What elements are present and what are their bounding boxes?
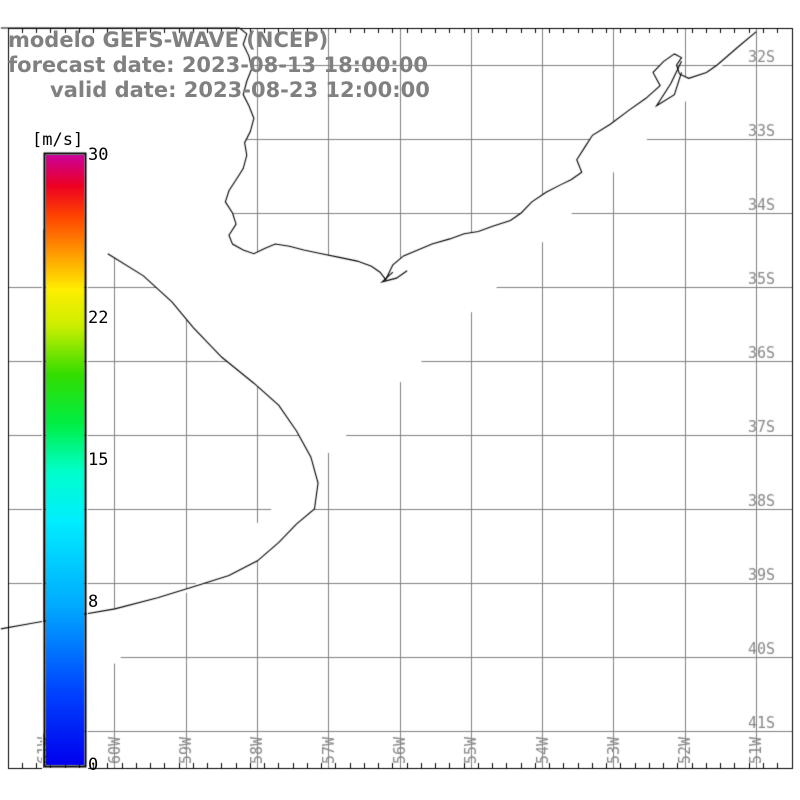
forecast-date-label: forecast date: 2023-08-13 18:00:00 xyxy=(8,53,428,77)
colorbar-unit-label: [m/s] xyxy=(30,130,86,150)
valid-date-label: valid date: 2023-08-23 12:00:00 xyxy=(50,78,430,102)
map-title-block: modelo GEFS-WAVE (NCEP) forecast date: 2… xyxy=(8,28,430,103)
colorbar-tick-30: 30 xyxy=(88,145,109,165)
model-title: modelo GEFS-WAVE (NCEP) xyxy=(8,28,329,52)
colorbar-tick-0: 0 xyxy=(88,755,99,775)
colorbar-tick-15: 15 xyxy=(88,450,109,470)
colorbar-tick-8: 8 xyxy=(88,592,99,613)
colorbar-tick-22: 22 xyxy=(88,307,109,328)
